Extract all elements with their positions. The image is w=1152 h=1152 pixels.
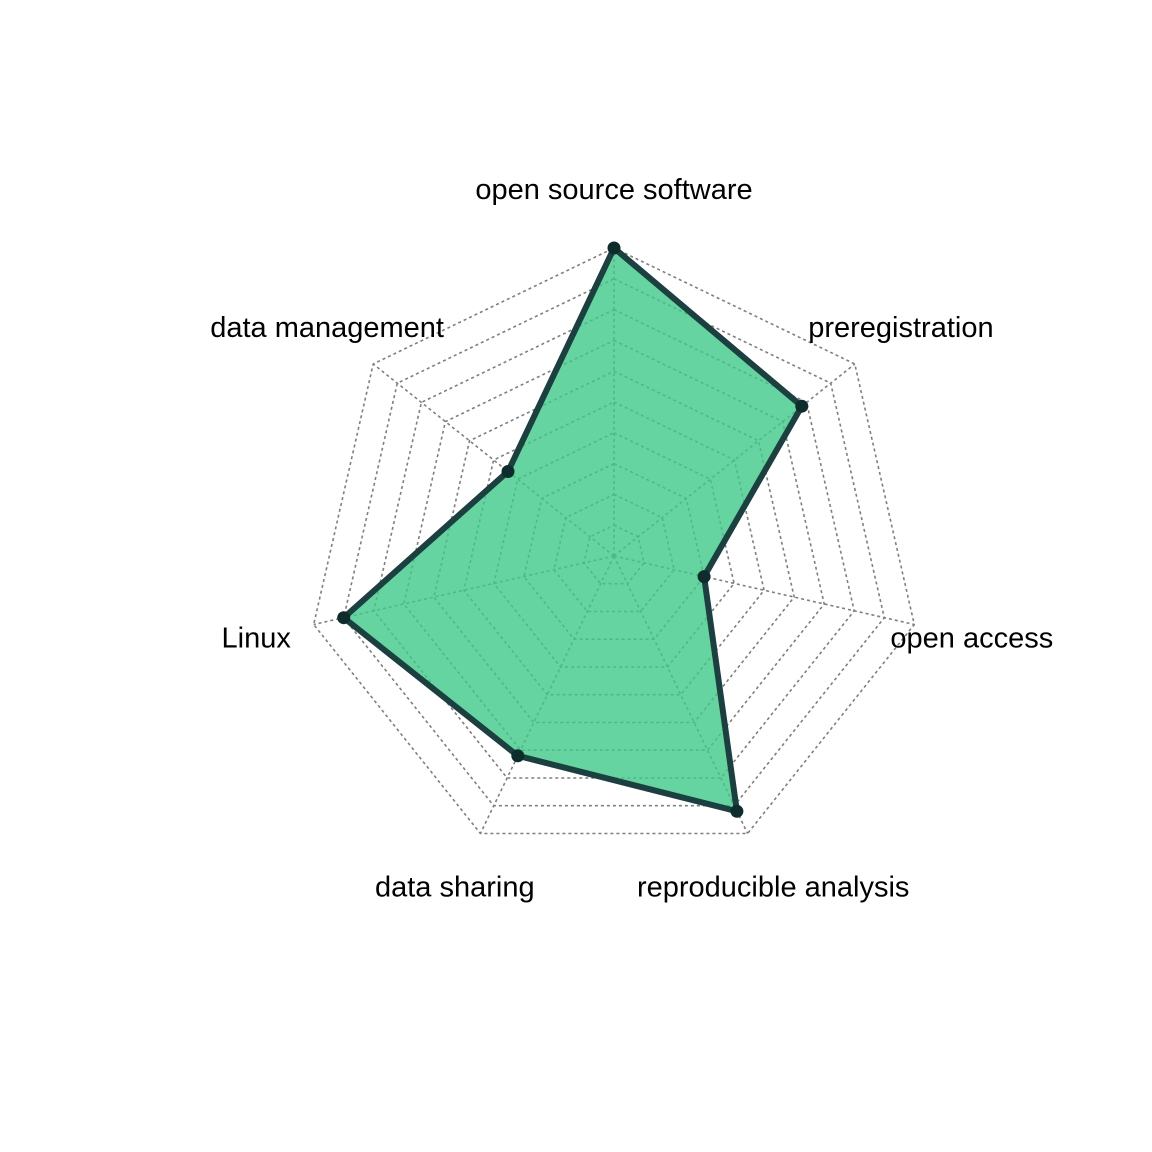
axis-label: data management <box>210 312 444 344</box>
data-point <box>795 399 809 413</box>
data-point <box>730 804 744 818</box>
series-area <box>339 243 806 816</box>
data-point <box>501 465 515 478</box>
grid-ring <box>342 277 886 807</box>
axis-label: preregistration <box>808 312 993 344</box>
data-point <box>697 570 711 584</box>
axis-label: reproducible analysis <box>637 872 909 904</box>
axis-label: open source software <box>475 174 752 206</box>
data-point <box>607 241 621 255</box>
axis-label: data sharing <box>375 872 535 904</box>
data-point <box>511 749 525 763</box>
axis-label: Linux <box>222 623 292 655</box>
axis-label: open access <box>890 623 1053 655</box>
data-point <box>337 611 351 625</box>
data-area-layer <box>339 243 806 816</box>
axis-label-layer: open source software preregistration open … <box>210 174 1053 904</box>
data-point-layer <box>337 241 809 818</box>
